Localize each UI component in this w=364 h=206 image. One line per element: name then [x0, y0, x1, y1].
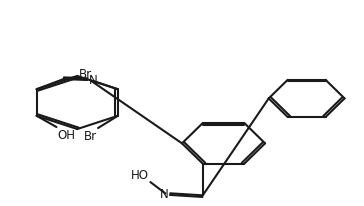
- Text: N: N: [160, 187, 169, 200]
- Text: HO: HO: [131, 169, 149, 181]
- Text: N: N: [89, 74, 98, 87]
- Text: Br: Br: [84, 129, 97, 142]
- Text: OH: OH: [58, 128, 75, 141]
- Text: Br: Br: [79, 68, 92, 81]
